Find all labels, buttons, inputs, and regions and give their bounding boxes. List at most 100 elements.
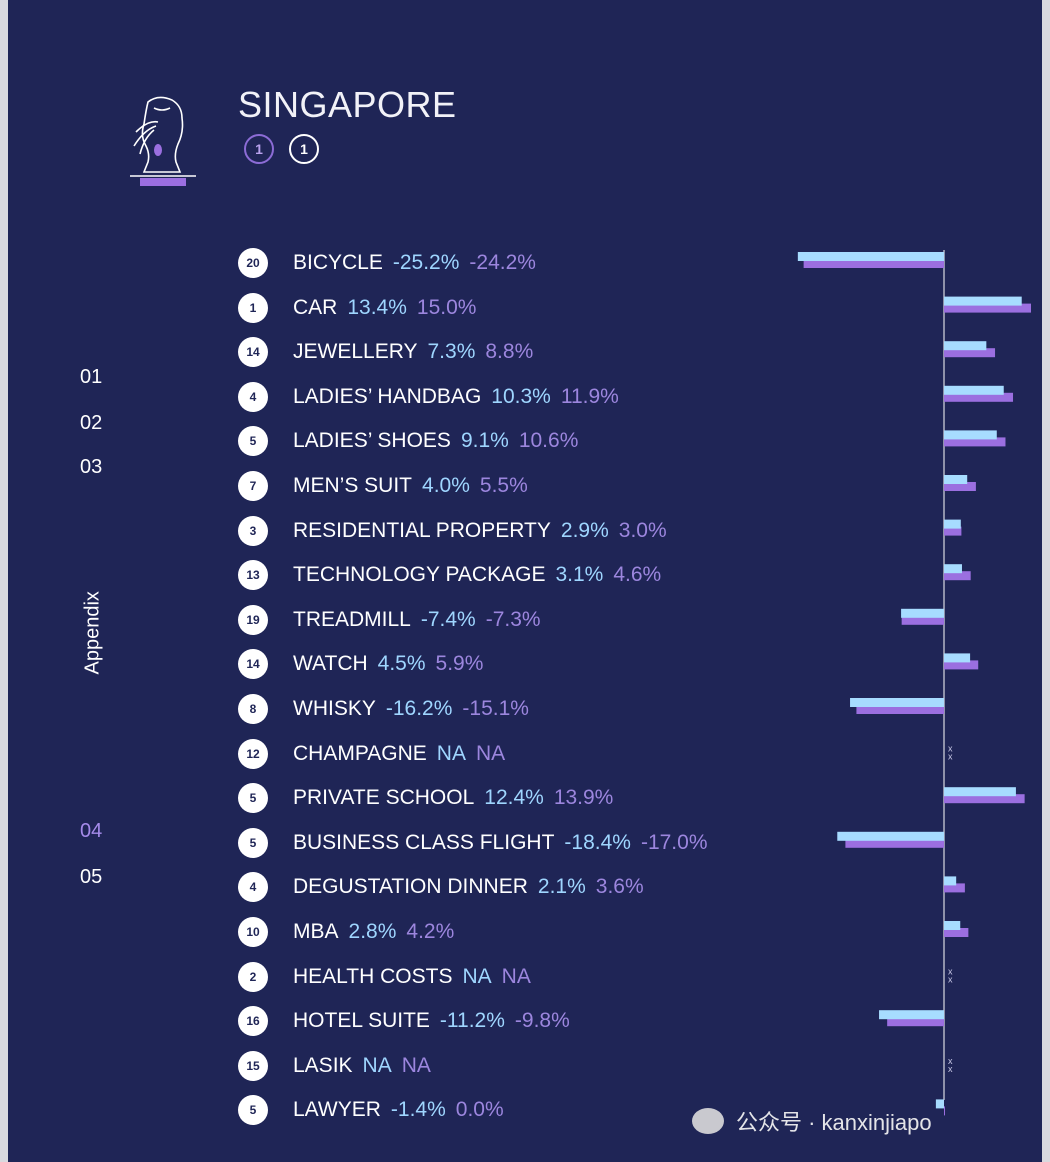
rank-label: 7 bbox=[238, 471, 268, 501]
series-1-data-label: 2.1% bbox=[537, 875, 586, 899]
na-marker: x bbox=[948, 1064, 953, 1074]
chart-row: 4 LADIES’ HANDBAG 10.3% 11.9% bbox=[238, 380, 619, 414]
series-1-data-label: -16.2% bbox=[385, 697, 453, 720]
series-2-data-label: -9.8% bbox=[514, 1009, 570, 1033]
rank-label: 5 bbox=[238, 426, 268, 457]
bar-series-2 bbox=[944, 1106, 945, 1116]
category-label: TREADMILL bbox=[293, 607, 411, 631]
bar-series-1 bbox=[944, 876, 957, 886]
chart-row: 16 HOTEL SUITE -11.2% -9.8% bbox=[238, 1004, 570, 1038]
category-label: RESIDENTIAL PROPERTY bbox=[293, 518, 551, 542]
na-marker: x bbox=[948, 967, 953, 977]
series-2-data-label: NA bbox=[501, 964, 531, 988]
rank-label: 20 bbox=[238, 248, 268, 278]
nav-item-05[interactable]: 05 bbox=[80, 866, 103, 888]
bar-series-1 bbox=[944, 385, 1004, 395]
category-label: CAR bbox=[293, 295, 338, 319]
series-2-data-label: 15.0% bbox=[416, 295, 477, 319]
merlion-icon bbox=[130, 96, 196, 186]
series-2-data-label: NA bbox=[401, 1053, 431, 1077]
bar-series-1 bbox=[944, 921, 961, 930]
na-marker: x bbox=[948, 975, 953, 985]
series-2-data-label: 3.0% bbox=[618, 518, 667, 542]
category-label: WHISKY bbox=[293, 697, 376, 720]
series-1-data-label: -18.4% bbox=[564, 830, 631, 854]
bar-series-2 bbox=[901, 615, 944, 625]
rank-label: 16 bbox=[238, 1006, 268, 1037]
series-2-data-label: -24.2% bbox=[469, 251, 536, 274]
category-label: BUSINESS CLASS FLIGHT bbox=[293, 830, 555, 854]
category-label: MEN’S SUIT bbox=[293, 474, 413, 497]
chart-row: 5 LAWYER -1.4% 0.0% bbox=[238, 1093, 504, 1127]
series-2-data-label: 0.0% bbox=[455, 1098, 504, 1122]
bar-series-1 bbox=[797, 252, 944, 261]
bar-series-1 bbox=[944, 475, 968, 484]
rank-label: 13 bbox=[238, 560, 268, 591]
series-1-data-label: 7.3% bbox=[427, 340, 476, 364]
rank-label: 5 bbox=[238, 1095, 268, 1126]
bar-series-2 bbox=[887, 1017, 944, 1027]
series-1-data-label: 10.3% bbox=[491, 384, 551, 408]
series-2-data-label: -7.3% bbox=[485, 607, 541, 631]
chart-row: 3 RESIDENTIAL PROPERTY 2.9% 3.0% bbox=[238, 514, 667, 548]
chart-row: 10 MBA 2.8% 4.2% bbox=[238, 915, 454, 949]
category-label: LAWYER bbox=[293, 1098, 381, 1122]
chart-row: 14 WATCH 4.5% 5.9% bbox=[238, 647, 483, 681]
bar-series-1 bbox=[879, 1010, 944, 1020]
series-2-data-label: -17.0% bbox=[640, 830, 708, 854]
nav-item-04[interactable]: 04 bbox=[80, 820, 103, 842]
bar-series-1 bbox=[944, 519, 961, 529]
category-label: LADIES’ SHOES bbox=[293, 429, 451, 453]
chart-row: 12 CHAMPAGNE NA NA bbox=[238, 737, 505, 771]
series-1-data-label: NA bbox=[436, 741, 466, 765]
chart-row: 1 CAR 13.4% 15.0% bbox=[238, 291, 476, 325]
nav-item-01[interactable]: 01 bbox=[80, 366, 103, 388]
rank-label: 19 bbox=[238, 604, 268, 635]
rank-label: 8 bbox=[238, 694, 268, 724]
chart-row: 20 BICYCLE -25.2% -24.2% bbox=[238, 246, 536, 280]
category-label: MBA bbox=[293, 920, 339, 943]
nav-item-02[interactable]: 02 bbox=[80, 412, 103, 434]
category-label: TECHNOLOGY PACKAGE bbox=[293, 563, 546, 587]
series-2-data-label: 3.6% bbox=[595, 875, 644, 899]
bar-series-2 bbox=[944, 303, 1031, 313]
series-1-data-label: -25.2% bbox=[392, 251, 460, 274]
rank-label: 1 bbox=[238, 292, 268, 323]
chart-row: 2 HEALTH COSTS NA NA bbox=[238, 960, 531, 994]
series-2-data-label: 8.8% bbox=[485, 340, 534, 364]
rank-label: 10 bbox=[238, 917, 268, 947]
category-label: LASIK bbox=[293, 1053, 353, 1077]
category-label: HOTEL SUITE bbox=[293, 1009, 430, 1033]
series-2-data-label: NA bbox=[475, 741, 506, 765]
series-1-data-label: 2.8% bbox=[348, 920, 397, 943]
series-1-data-label: -11.2% bbox=[439, 1009, 505, 1033]
bar-series-1 bbox=[935, 1099, 944, 1109]
series-2-data-label: 4.2% bbox=[406, 920, 455, 943]
chart-row: 5 BUSINESS CLASS FLIGHT -18.4% -17.0% bbox=[238, 826, 708, 860]
bar-series-2 bbox=[944, 526, 962, 536]
series-2-data-label: 11.9% bbox=[560, 384, 619, 408]
chart-row: 15 LASIK NA NA bbox=[238, 1049, 431, 1083]
bar-series-1 bbox=[944, 653, 971, 663]
category-label: HEALTH COSTS bbox=[293, 964, 453, 988]
chart-row: 5 LADIES’ SHOES 9.1% 10.6% bbox=[238, 424, 578, 458]
chart-row: 14 JEWELLERY 7.3% 8.8% bbox=[238, 335, 533, 369]
wechat-icon bbox=[692, 1108, 724, 1134]
rank-label: 5 bbox=[238, 827, 268, 858]
series-1-data-label: 3.1% bbox=[555, 563, 604, 587]
rank-badge-outline: 1 bbox=[244, 134, 274, 164]
nav-item-03[interactable]: 03 bbox=[80, 456, 103, 478]
bar-series-2 bbox=[944, 571, 971, 581]
bar-series-1 bbox=[901, 608, 944, 618]
series-1-data-label: 9.1% bbox=[460, 429, 509, 453]
rank-label: 2 bbox=[238, 961, 268, 992]
bar-series-1 bbox=[850, 698, 944, 707]
bar-series-2 bbox=[944, 794, 1025, 804]
rank-label: 12 bbox=[238, 738, 268, 769]
chart-row: 8 WHISKY -16.2% -15.1% bbox=[238, 692, 529, 726]
rank-label: 4 bbox=[238, 872, 268, 903]
rank-label: 3 bbox=[238, 515, 268, 546]
bar-series-1 bbox=[837, 831, 944, 841]
bar-series-1 bbox=[944, 341, 987, 351]
